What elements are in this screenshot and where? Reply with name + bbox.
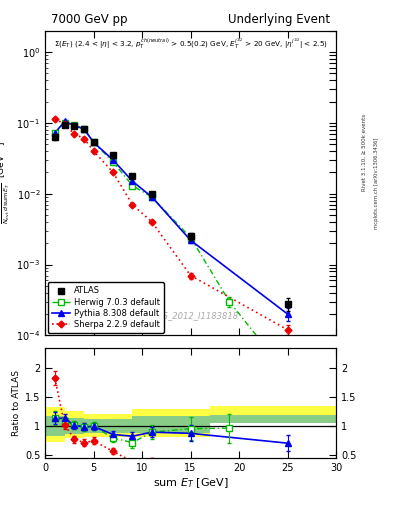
Text: Underlying Event: Underlying Event xyxy=(228,13,330,26)
Text: 7000 GeV pp: 7000 GeV pp xyxy=(51,13,127,26)
Text: ATLAS_2012_I1183818: ATLAS_2012_I1183818 xyxy=(143,311,239,320)
Y-axis label: Ratio to ATLAS: Ratio to ATLAS xyxy=(12,370,21,436)
Legend: ATLAS, Herwig 7.0.3 default, Pythia 8.308 default, Sherpa 2.2.9 default: ATLAS, Herwig 7.0.3 default, Pythia 8.30… xyxy=(48,282,164,333)
Text: mcplots.cern.ch [arXiv:1306.3436]: mcplots.cern.ch [arXiv:1306.3436] xyxy=(374,137,379,229)
X-axis label: sum $E_T$ [GeV]: sum $E_T$ [GeV] xyxy=(153,476,228,489)
Text: Rivet 3.1.10, ≥ 500k events: Rivet 3.1.10, ≥ 500k events xyxy=(362,114,367,191)
Text: $\Sigma(E_T)$ (2.4 < $|\eta|$ < 3.2, $p_T^{ch(neutral)}$ > 0.5(0.2) GeV, $E_T^{l: $\Sigma(E_T)$ (2.4 < $|\eta|$ < 3.2, $p_… xyxy=(54,37,328,51)
Y-axis label: $\frac{1}{N_\mathrm{evt}}\frac{dN_\mathrm{evt}}{d\,\mathrm{sum}\,E_T}$  [GeV$^{-: $\frac{1}{N_\mathrm{evt}}\frac{dN_\mathr… xyxy=(0,142,12,224)
